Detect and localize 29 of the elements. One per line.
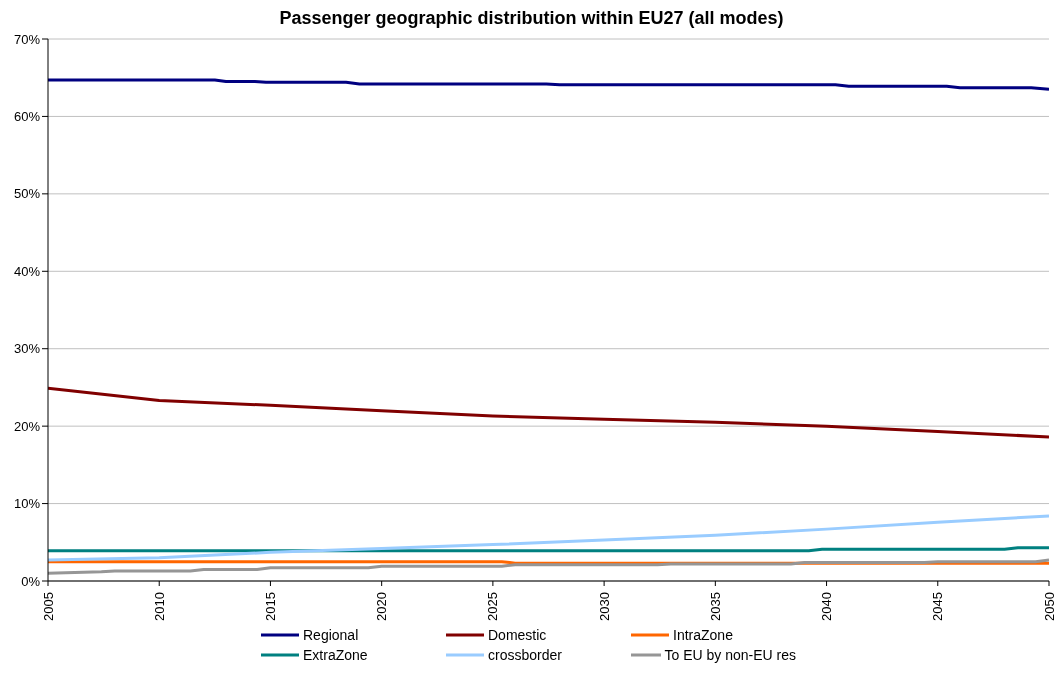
- x-tick-label: 2025: [485, 592, 501, 621]
- y-tick-label: 40%: [13, 263, 41, 279]
- legend-label: IntraZone: [673, 627, 733, 643]
- line-series: [48, 78, 1049, 91]
- x-tick-label: 2005: [40, 592, 56, 621]
- line-series: [48, 514, 1049, 562]
- legend-label: Regional: [303, 627, 359, 643]
- x-tick-label: 2010: [151, 592, 167, 621]
- x-tick-label: 2050: [1041, 592, 1057, 621]
- y-tick-label: 0%: [21, 573, 41, 589]
- x-tick-label: 2040: [819, 592, 835, 621]
- y-tick-label: 70%: [13, 31, 41, 47]
- y-tick-label: 20%: [13, 418, 41, 434]
- y-tick-label: 30%: [13, 341, 41, 357]
- y-tick-label: 10%: [13, 496, 41, 512]
- legend-label: Domestic: [488, 627, 547, 643]
- x-tick-label: 2045: [930, 592, 946, 621]
- line-series: [48, 558, 1049, 575]
- y-tick-label: 50%: [13, 186, 41, 202]
- x-tick-label: 2035: [707, 592, 723, 621]
- line-series: [48, 386, 1049, 439]
- x-tick-label: 2020: [374, 592, 390, 621]
- x-tick-label: 2015: [262, 592, 278, 621]
- legend-label: To EU by non-EU res: [664, 647, 796, 663]
- legend-label: crossborder: [488, 647, 562, 663]
- x-tick-label: 2030: [596, 592, 612, 621]
- y-tick-label: 60%: [13, 109, 41, 125]
- chart-title: Passenger geographic distribution within EU27 (all modes): [278, 8, 785, 29]
- legend-label: ExtraZone: [303, 647, 368, 663]
